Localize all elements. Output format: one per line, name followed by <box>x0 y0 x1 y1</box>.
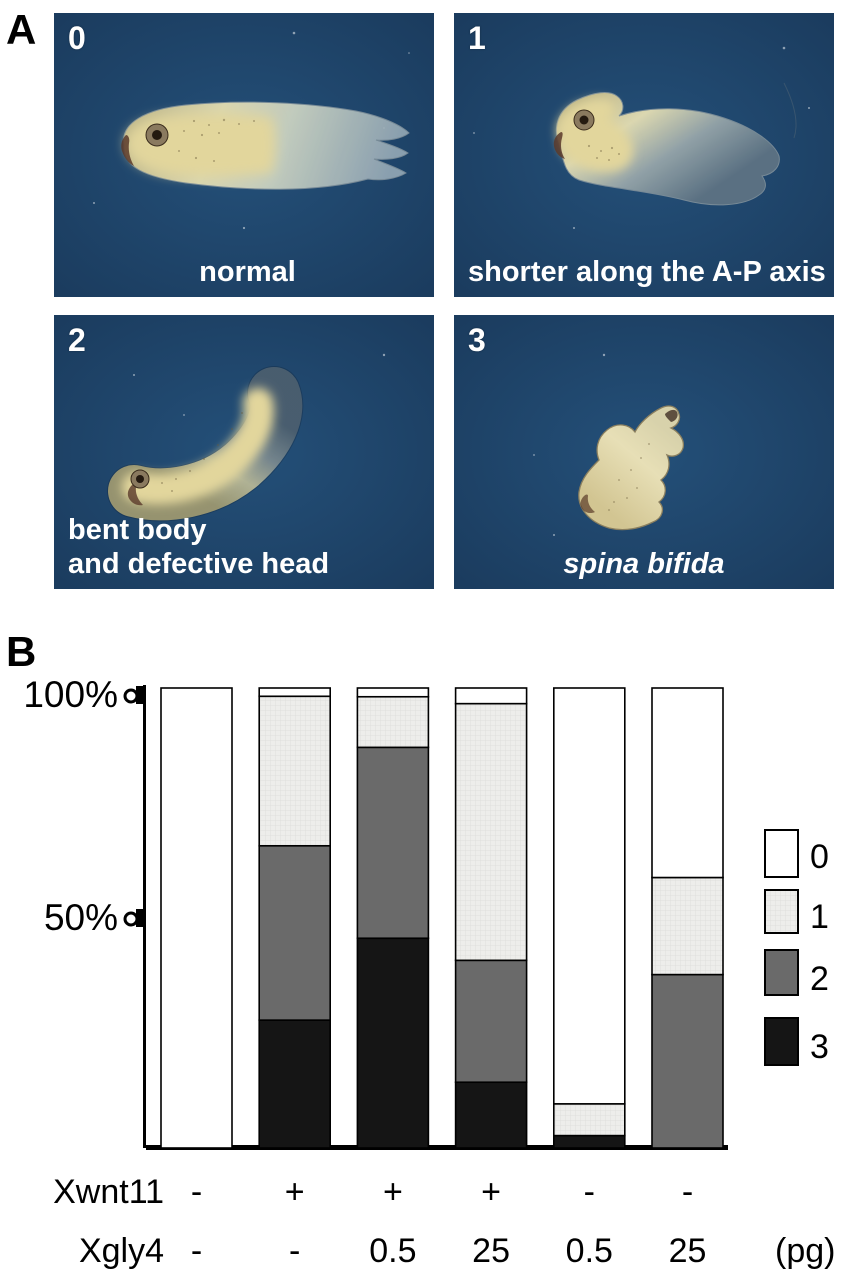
svg-text:0: 0 <box>810 838 829 876</box>
svg-text:Xgly4: Xgly4 <box>79 1232 164 1270</box>
svg-text:0.5: 0.5 <box>369 1232 416 1270</box>
svg-text:-: - <box>682 1173 693 1211</box>
svg-text:-: - <box>191 1232 202 1270</box>
svg-text:100%: 100% <box>23 674 118 715</box>
svg-text:2: 2 <box>810 960 829 998</box>
svg-text:(pg): (pg) <box>775 1232 835 1270</box>
svg-text:-: - <box>289 1232 300 1270</box>
svg-text:+: + <box>285 1173 305 1211</box>
svg-text:25: 25 <box>669 1232 707 1270</box>
svg-text:25: 25 <box>472 1232 510 1270</box>
svg-text:-: - <box>191 1173 202 1211</box>
svg-text:0.5: 0.5 <box>566 1232 613 1270</box>
svg-text:1: 1 <box>810 898 829 936</box>
svg-text:Xwnt11: Xwnt11 <box>53 1173 164 1211</box>
svg-text:+: + <box>383 1173 403 1211</box>
svg-text:+: + <box>481 1173 501 1211</box>
svg-text:-: - <box>584 1173 595 1211</box>
svg-text:50%: 50% <box>44 897 118 938</box>
svg-text:3: 3 <box>810 1028 829 1066</box>
